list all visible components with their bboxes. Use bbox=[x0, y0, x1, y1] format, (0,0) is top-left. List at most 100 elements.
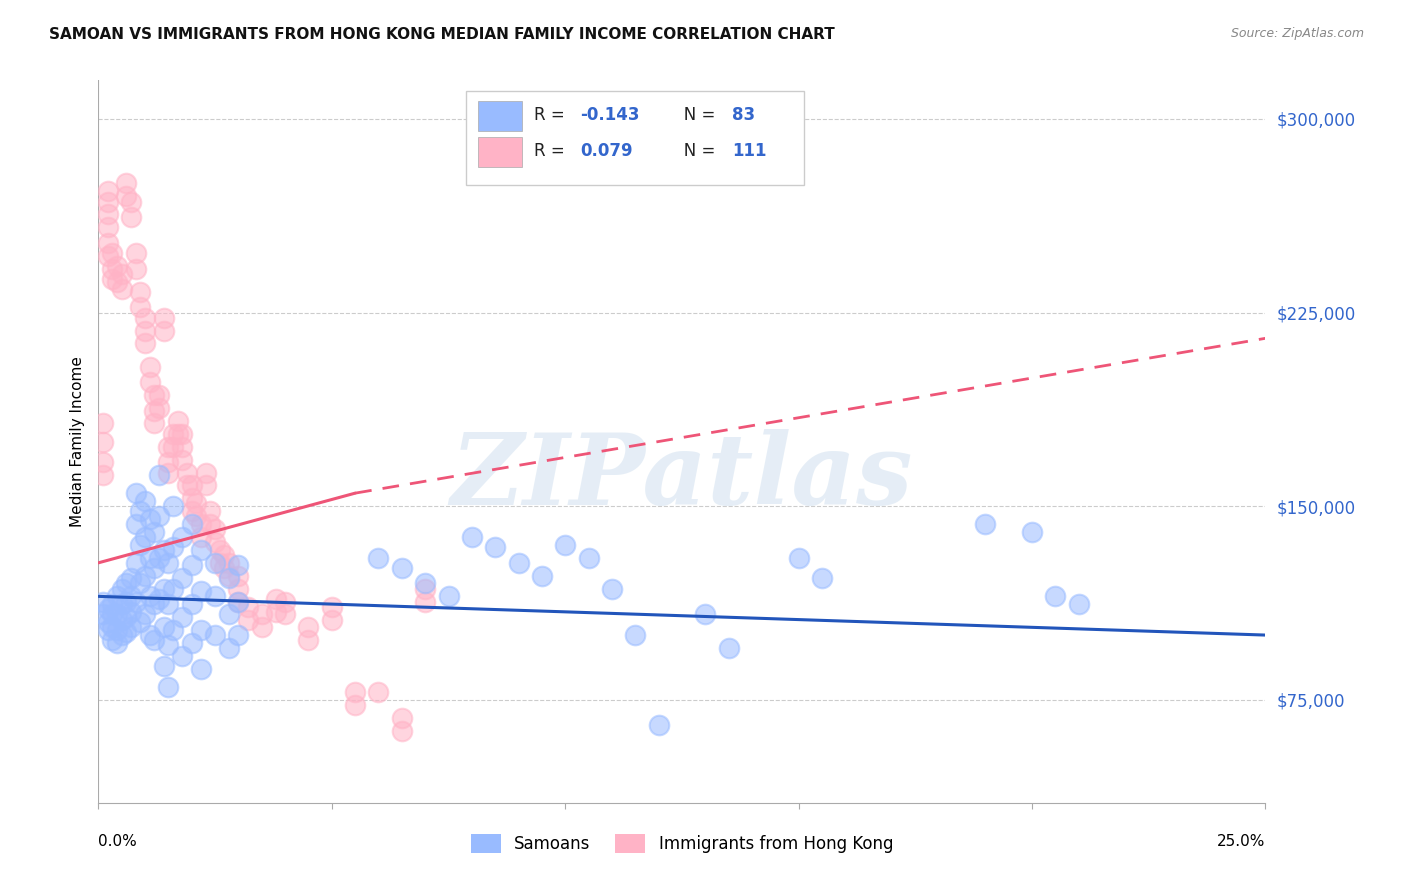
Point bbox=[152, 542, 174, 557]
Point bbox=[101, 633, 124, 648]
Point bbox=[101, 620, 124, 634]
Point bbox=[152, 582, 174, 596]
Point bbox=[139, 628, 162, 642]
Point bbox=[194, 466, 217, 480]
Point bbox=[97, 184, 120, 198]
Point bbox=[180, 517, 202, 532]
Text: R =: R = bbox=[534, 106, 569, 124]
Point bbox=[157, 466, 180, 480]
Point bbox=[186, 496, 208, 510]
Point bbox=[204, 628, 226, 642]
Point bbox=[162, 582, 184, 596]
Point bbox=[200, 517, 222, 532]
Point bbox=[228, 594, 250, 608]
Point bbox=[508, 556, 530, 570]
Point bbox=[321, 599, 343, 614]
Text: N =: N = bbox=[668, 106, 720, 124]
Text: R =: R = bbox=[534, 142, 569, 160]
Point bbox=[91, 468, 114, 483]
Point bbox=[120, 605, 142, 619]
Point bbox=[218, 607, 240, 622]
Point bbox=[157, 455, 180, 469]
Text: 0.079: 0.079 bbox=[581, 142, 633, 160]
Point bbox=[148, 550, 170, 565]
Point bbox=[101, 597, 124, 611]
Point bbox=[172, 530, 194, 544]
Point bbox=[367, 685, 389, 699]
Point bbox=[250, 607, 273, 622]
Point bbox=[180, 636, 202, 650]
Point bbox=[176, 466, 198, 480]
Point bbox=[143, 388, 166, 402]
Point bbox=[129, 301, 152, 315]
Point bbox=[1067, 597, 1090, 611]
Text: 25.0%: 25.0% bbox=[1218, 834, 1265, 849]
Point bbox=[297, 620, 319, 634]
Point bbox=[1045, 590, 1067, 604]
Point bbox=[157, 440, 180, 454]
Point bbox=[264, 605, 287, 619]
Point bbox=[204, 522, 226, 536]
Point bbox=[91, 607, 114, 622]
Point bbox=[115, 177, 138, 191]
Point bbox=[172, 571, 194, 585]
Point bbox=[129, 504, 152, 518]
Point bbox=[204, 535, 226, 549]
Point bbox=[143, 561, 166, 575]
Point bbox=[190, 584, 212, 599]
Point bbox=[162, 623, 184, 637]
Point bbox=[157, 556, 180, 570]
Point bbox=[218, 640, 240, 655]
Point bbox=[647, 718, 669, 732]
Point bbox=[97, 623, 120, 637]
Point bbox=[125, 556, 148, 570]
Point bbox=[152, 310, 174, 325]
Point bbox=[600, 582, 623, 596]
Point bbox=[190, 517, 212, 532]
Text: Source: ZipAtlas.com: Source: ZipAtlas.com bbox=[1230, 27, 1364, 40]
Point bbox=[180, 491, 202, 506]
Y-axis label: Median Family Income: Median Family Income bbox=[69, 356, 84, 527]
Point bbox=[125, 486, 148, 500]
Point bbox=[120, 571, 142, 585]
Point bbox=[143, 524, 166, 539]
Point bbox=[974, 517, 997, 532]
Point bbox=[274, 607, 297, 622]
Point bbox=[172, 452, 194, 467]
Point bbox=[148, 468, 170, 483]
Point bbox=[391, 561, 413, 575]
Point bbox=[624, 628, 647, 642]
Point bbox=[120, 194, 142, 209]
Point bbox=[105, 623, 128, 637]
Point bbox=[97, 249, 120, 263]
Point bbox=[176, 478, 198, 492]
Point bbox=[200, 504, 222, 518]
Point bbox=[297, 633, 319, 648]
Point bbox=[115, 594, 138, 608]
Point bbox=[157, 639, 180, 653]
Point bbox=[101, 261, 124, 276]
Point bbox=[129, 615, 152, 630]
Point bbox=[134, 494, 156, 508]
Point bbox=[413, 576, 436, 591]
Point bbox=[208, 542, 231, 557]
Point bbox=[97, 235, 120, 250]
Point bbox=[391, 723, 413, 738]
Point bbox=[105, 259, 128, 273]
Point bbox=[578, 550, 600, 565]
Text: 0.0%: 0.0% bbox=[98, 834, 138, 849]
Point bbox=[139, 550, 162, 565]
Point bbox=[391, 711, 413, 725]
Point bbox=[91, 417, 114, 431]
Point bbox=[115, 610, 138, 624]
Point bbox=[214, 548, 236, 562]
Point bbox=[228, 594, 250, 608]
Point bbox=[111, 613, 134, 627]
Point bbox=[97, 220, 120, 235]
Point bbox=[194, 478, 217, 492]
Point bbox=[115, 625, 138, 640]
Point bbox=[190, 662, 212, 676]
FancyBboxPatch shape bbox=[478, 136, 522, 167]
Point bbox=[218, 571, 240, 585]
FancyBboxPatch shape bbox=[478, 101, 522, 131]
